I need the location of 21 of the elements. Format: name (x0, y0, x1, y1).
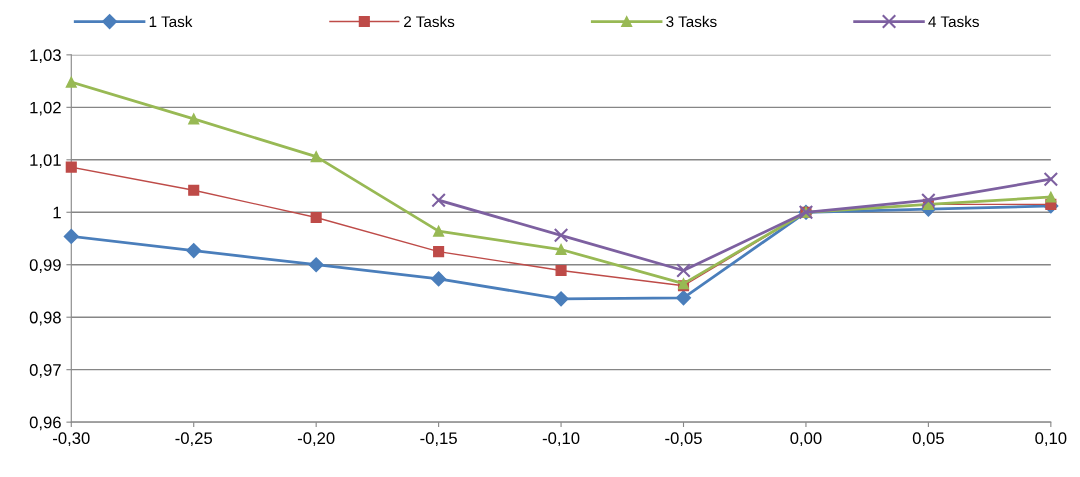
y-tick-label: 0,98 (29, 311, 61, 326)
y-tick-label: 0,97 (29, 364, 61, 378)
legend-label: 3 Tasks (666, 15, 717, 28)
y-tick-label: 0,96 (29, 416, 61, 431)
y-tick-label: 0,99 (29, 259, 61, 273)
y-tick-label: 1,01 (30, 154, 61, 168)
x-tick-label: -0,05 (665, 432, 702, 447)
x-tick-label: -0,30 (53, 432, 90, 447)
y-tick-label: 1 (53, 206, 61, 219)
y-tick-label: 1,02 (30, 101, 61, 116)
x-tick-label: 0,05 (912, 432, 944, 447)
x-tick-label: -0,25 (175, 432, 213, 447)
legend-label: 1 Task (149, 15, 193, 28)
x-tick-label: -0,20 (297, 432, 335, 447)
y-tick-label: 1,03 (30, 49, 61, 64)
x-tick-label: -0,15 (420, 432, 457, 447)
x-tick-label: 0,00 (790, 432, 822, 447)
x-tick-label: 0,10 (1035, 432, 1067, 447)
x-tick-label: -0,10 (542, 432, 580, 447)
legend-label: 4 Tasks (928, 15, 979, 28)
legend-label: 2 Tasks (404, 15, 455, 28)
